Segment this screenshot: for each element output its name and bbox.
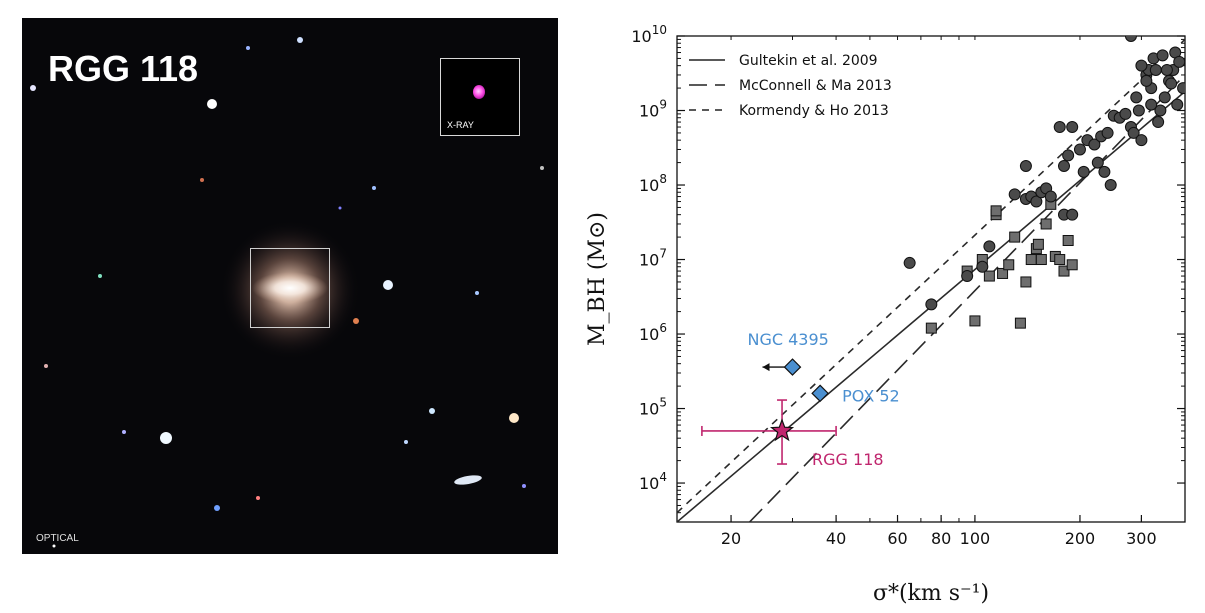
zoom-region-box [250,248,330,328]
plot-area [677,36,1185,522]
data-square [1014,317,1026,329]
data-circle [1062,149,1075,162]
x-tick-label: 300 [1126,529,1157,548]
data-circle [1066,208,1079,221]
data-circle [1104,179,1117,192]
xray-source [473,85,485,99]
data-square [983,270,995,282]
data-circle [1008,188,1021,201]
data-circle [1135,59,1148,72]
data-circle [1088,138,1101,151]
y-tick-label: 109 [639,98,667,121]
diamond-marker [811,384,829,403]
data-square [1058,265,1070,277]
x-tick-label: 200 [1065,529,1096,548]
data-square [990,205,1002,217]
data-square [969,315,981,327]
data-circle [983,240,996,253]
data-circle [925,298,938,311]
data-circle [903,256,916,269]
data-square [1054,254,1066,266]
data-circle [1177,82,1185,95]
data-square [1066,259,1078,271]
data-square [925,322,937,334]
data-circle [1160,63,1173,76]
data-circle [1171,98,1184,111]
data-circle [961,270,974,283]
data-circle [1149,63,1162,76]
y-tick-label: 107 [639,247,667,270]
data-circle [1101,126,1114,139]
y-axis-label: M_BH (M⊙) [585,212,610,346]
data-circle [1124,36,1137,42]
y-tick-label: 106 [639,321,667,344]
point-annotation: POX 52 [842,386,900,405]
data-square [1003,259,1015,271]
y-tick-label: 105 [639,396,667,419]
data-circle [1053,121,1066,134]
point-annotation: NGC 4395 [747,330,828,349]
data-square [997,267,1009,279]
data-square [1032,238,1044,250]
optical-label: OPTICAL [36,533,79,544]
data-circle [1073,143,1086,156]
data-circle [1127,126,1140,139]
plot-frame [676,35,1186,523]
data-square [1062,235,1074,247]
optical-sky-image [30,37,544,548]
data-circle [1165,77,1178,90]
data-square [1040,218,1052,230]
data-circle [1044,190,1057,203]
data-circle [1158,91,1171,104]
upper-limit-arrowhead [762,363,770,372]
data-circle [1154,104,1167,117]
data-circle [1145,98,1158,111]
x-tick-label: 20 [721,529,741,548]
data-circle [1098,165,1111,178]
data-square [1025,254,1037,266]
xray-label: X-RAY [447,120,474,130]
legend-entry: Kormendy & Ho 2013 [739,103,889,119]
data-circle [1135,134,1148,147]
data-square [1020,276,1032,288]
legend-entry: McConnell & Ma 2013 [739,78,892,94]
data-square [1035,254,1047,266]
diamond-marker [783,358,802,376]
x-tick-label: 60 [887,529,907,548]
data-square [1009,231,1021,243]
relation-line [677,38,1185,514]
data-circle [1077,165,1090,178]
y-tick-label: 108 [639,172,667,195]
object-title: RGG 118 [48,48,199,89]
mbh-sigma-chart: 20 40 60 80 100 200 300 104 105 106 107 108 109 1010 N… [585,23,1186,606]
star-marker [769,418,795,442]
data-circle [1119,107,1132,120]
y-tick-label: 1010 [631,23,667,46]
legend-entry: Gultekin et al. 2009 [739,53,878,69]
point-annotation: RGG 118 [812,450,884,469]
data-circle [1066,121,1079,134]
data-circle [1030,195,1043,208]
x-tick-label: 80 [931,529,951,548]
data-circle [1019,159,1032,172]
x-axis-label: σ*(km s⁻¹) [873,581,989,606]
x-tick-label: 40 [826,529,846,548]
data-circle [1173,55,1185,68]
data-circle [1156,49,1169,62]
data-circle [1091,156,1104,169]
data-circle [1130,91,1143,104]
y-tick-label: 104 [639,470,667,493]
x-tick-label: 100 [960,529,991,548]
data-circle [1152,116,1165,129]
data-circle [1140,74,1153,87]
xray-inset: X-RAY [440,58,520,136]
data-circle [1057,159,1070,172]
optical-image-panel: RGG 118 X-RAY OPTICAL [22,18,558,554]
data-circle [976,260,989,273]
data-circle [1132,104,1145,117]
